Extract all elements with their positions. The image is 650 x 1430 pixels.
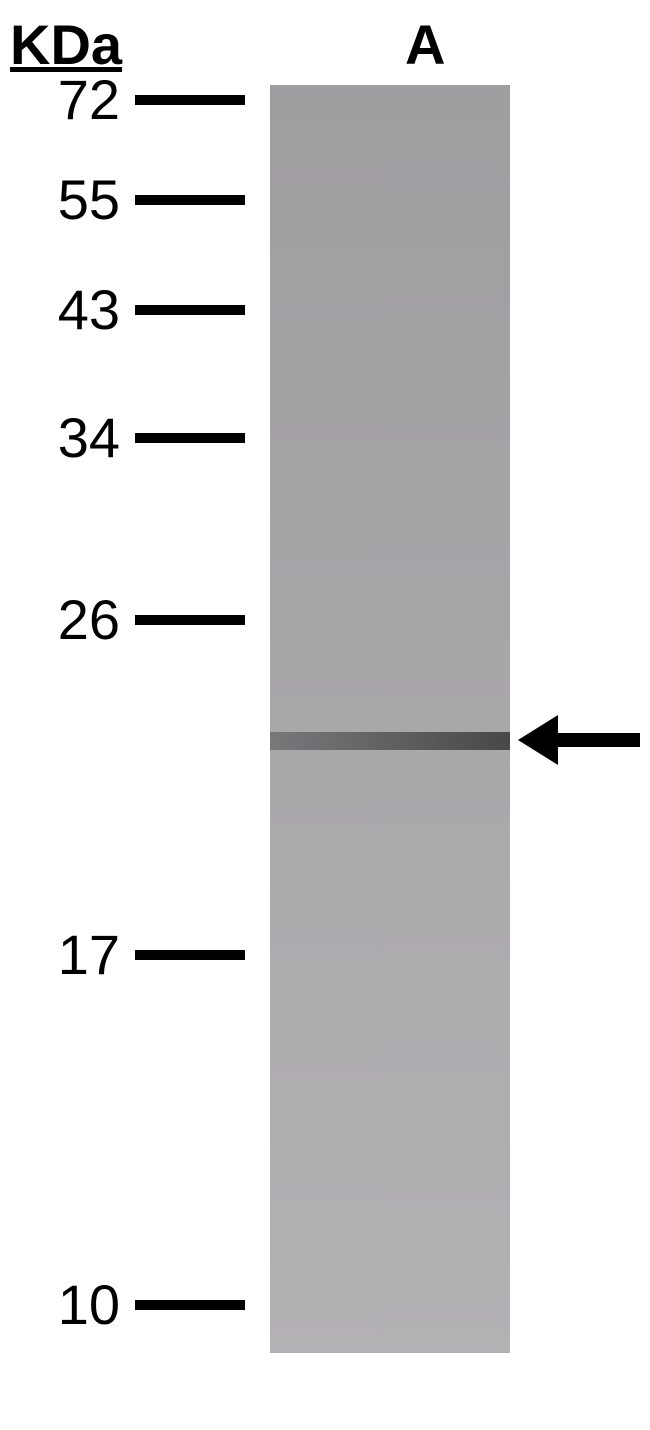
arrow-shaft (558, 733, 640, 747)
arrow-head-icon (518, 715, 558, 765)
band-indicator-arrow (0, 0, 650, 1430)
western-blot-figure: KDa A 72554334261710 (0, 0, 650, 1430)
